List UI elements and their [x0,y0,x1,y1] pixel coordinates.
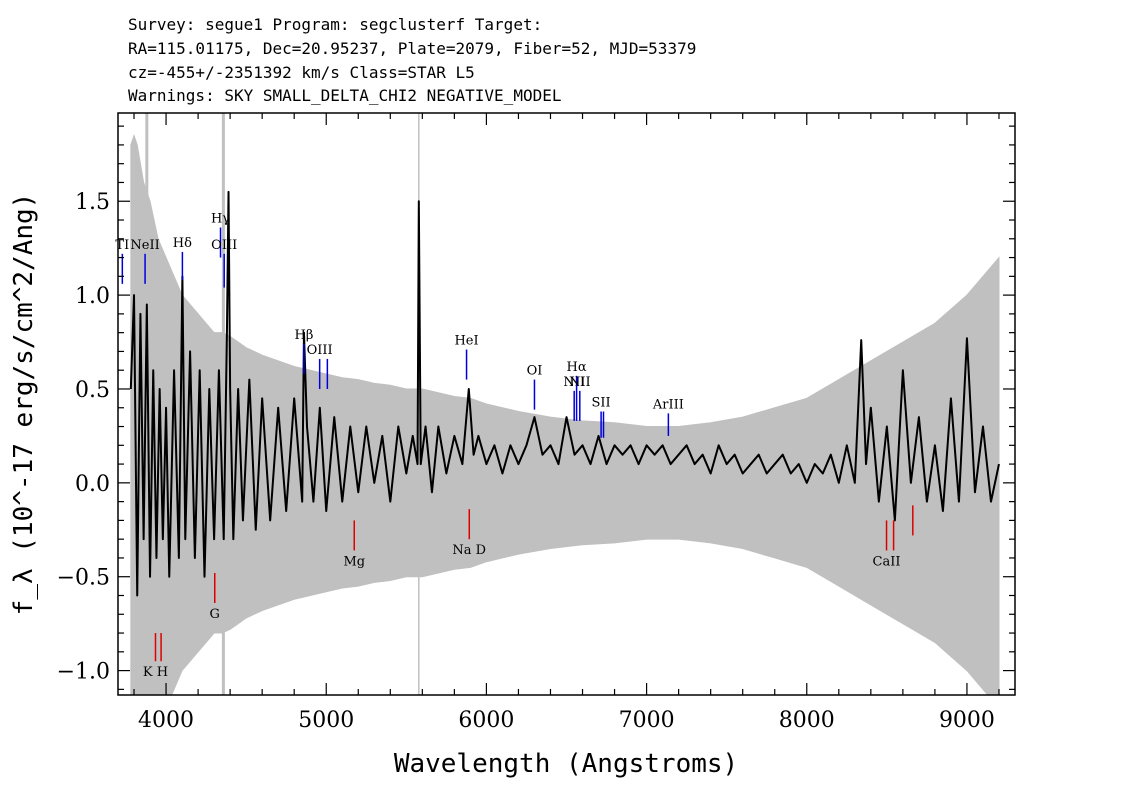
header-line-2: RA=115.01175, Dec=20.95237, Plate=2079, … [128,39,696,58]
emission-line-label-10: NII [563,375,585,390]
emission-line-label-8: HeI [454,334,478,349]
x-tick-label-1: 5000 [298,708,354,733]
absorption-line-label-4: Na D [452,543,486,558]
y-axis-title: f_λ (10^-17 erg/s/cm^2/Ang) [9,193,39,616]
emission-line-label-9: OI [527,364,543,379]
header-line-3: cz=-455+/-2351392 km/s Class=STAR L5 [128,63,475,82]
header-line-4: Warnings: SKY SMALL_DELTA_CHI2 NEGATIVE_… [128,86,561,105]
x-axis-title: Wavelength (Angstroms) [394,749,738,779]
plot-area [129,113,1000,695]
axis-ticks: 4000 5000 6000 7000 8000 9000 −1.0 −0.5 0.0 0.5 1.… [57,113,1015,733]
emission-line-label-5: Hβ [295,328,314,343]
emission-line-label-2: Hδ [173,236,192,251]
y-tick-label-3: 0.5 [75,378,110,403]
emission-line-label-0: TI [115,238,129,253]
emission-line-label-11: Hα [567,360,587,375]
emission-line-label-1: NeII [130,238,159,253]
emission-line-label-4: OIII [211,238,237,253]
flux-series-line [129,190,1000,597]
absorption-line-label-0: K H [143,665,168,680]
error-band [130,133,1000,695]
emission-line-label-12: NII [569,375,591,390]
x-tick-label-5: 9000 [939,708,995,733]
plot-frame [117,112,1016,696]
absorption-line-label-5: CaII [873,554,901,569]
header-line-1: Survey: segue1 Program: segclusterf Targ… [128,15,542,34]
emission-line-label-15: ArIII [652,397,684,412]
y-tick-label-1: −0.5 [57,566,110,591]
x-tick-label-0: 4000 [138,708,194,733]
x-tick-label-4: 8000 [779,708,835,733]
x-tick-label-2: 6000 [458,708,514,733]
y-tick-label-2: 0.0 [75,472,110,497]
flux-line [129,190,1000,597]
emission-line-label-3: Hγ [211,212,230,227]
emission-line-label-6: OIII [307,343,333,358]
emission-line-label-13: SII [592,396,611,411]
y-tick-label-0: −1.0 [57,660,110,685]
error-band-area [130,133,1000,695]
absorption-line-label-3: Mg [343,554,365,569]
absorption-line-label-2: G [210,607,220,622]
x-tick-label-3: 7000 [619,708,675,733]
y-tick-label-5: 1.5 [75,190,110,215]
y-tick-label-4: 1.0 [75,284,110,309]
